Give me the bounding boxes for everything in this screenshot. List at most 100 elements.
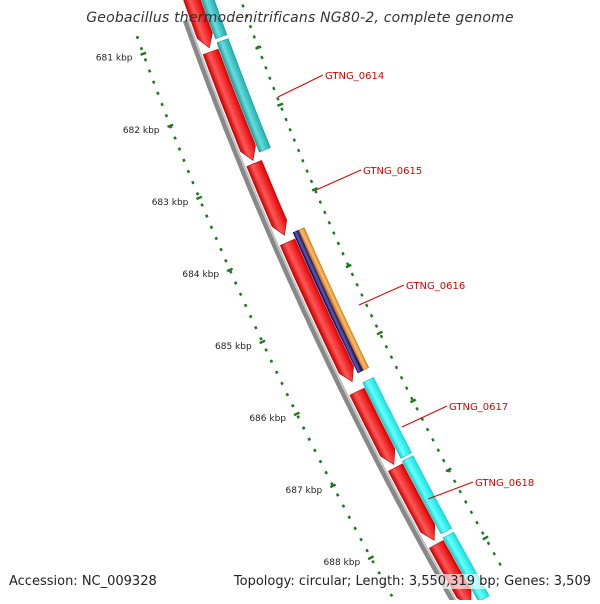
- ruler-label: 686 kbp: [249, 414, 286, 424]
- ruler-minor-tick: [365, 548, 369, 553]
- ruler-minor-tick: [318, 459, 323, 464]
- genome-backbone: [182, 19, 457, 604]
- genome-title: Geobacillus thermodenitrificans NG80-2, …: [86, 10, 514, 26]
- outer-tick: [268, 76, 272, 81]
- ruler-label: 682 kbp: [123, 126, 160, 136]
- ruler-major-tick: [226, 267, 234, 273]
- outer-tick: [284, 117, 288, 122]
- outer-major-tick: [276, 102, 284, 107]
- outer-tick: [436, 448, 441, 453]
- ruler-minor-tick: [285, 392, 290, 397]
- ruler-minor-tick: [341, 504, 346, 508]
- ruler-major-tick: [195, 195, 203, 201]
- outer-major-tick: [376, 330, 384, 336]
- ruler-minor-tick: [229, 270, 233, 274]
- gene-label[interactable]: GTNG_0618: [475, 478, 534, 489]
- ruler-minor-tick: [324, 470, 328, 475]
- ruler-minor-tick: [330, 481, 334, 486]
- ruler-minor-tick: [135, 35, 140, 40]
- outer-tick: [360, 293, 364, 297]
- gene-leader-line: [358, 284, 405, 306]
- ruler-label: 681 kbp: [96, 54, 133, 64]
- outer-tick: [245, 14, 249, 19]
- outer-tick: [341, 251, 345, 256]
- ruler-minor-tick: [243, 303, 248, 308]
- cds-arrow[interactable]: [279, 238, 354, 383]
- ruler-minor-tick: [205, 214, 209, 218]
- cds-arrow[interactable]: [202, 48, 256, 162]
- outer-tick: [288, 127, 292, 132]
- outer-tick: [355, 282, 359, 287]
- outer-major-tick: [445, 467, 452, 473]
- cds-arrow[interactable]: [387, 463, 436, 541]
- outer-tick: [272, 86, 276, 91]
- outer-tick: [252, 35, 256, 39]
- outer-tick: [264, 65, 268, 70]
- outer-tick: [314, 189, 318, 194]
- cds-arrow[interactable]: [181, 0, 213, 49]
- cyan-feature-bar[interactable]: [198, 0, 228, 40]
- ruler-minor-tick: [264, 348, 268, 352]
- outer-tick: [248, 24, 253, 29]
- cyan-feature-bar[interactable]: [362, 377, 412, 459]
- ruler-major-tick: [140, 51, 147, 56]
- ruler-minor-tick: [233, 281, 238, 285]
- ruler-major-tick: [293, 411, 300, 417]
- cyan-feature-bar[interactable]: [401, 455, 453, 535]
- outer-major-tick: [345, 263, 352, 269]
- accession-label: Accession: NC_009328: [9, 574, 157, 589]
- gene-leader-line: [277, 74, 324, 98]
- outer-tick: [486, 541, 491, 546]
- ruler-minor-tick: [164, 113, 169, 118]
- outer-tick: [280, 107, 284, 111]
- ruler-minor-tick: [274, 370, 279, 375]
- outer-tick: [498, 562, 502, 566]
- gene-leader-line: [427, 481, 474, 500]
- ruler-minor-tick: [186, 169, 191, 174]
- ruler-minor-tick: [371, 559, 375, 564]
- outer-tick: [384, 344, 389, 349]
- gene-leader-line: [401, 405, 448, 428]
- ruler-major-tick: [167, 123, 174, 129]
- orange-feature-bar[interactable]: [298, 227, 370, 371]
- gene-label[interactable]: GTNG_0615: [363, 166, 422, 177]
- gene-label[interactable]: GTNG_0617: [449, 402, 508, 413]
- outer-tick: [327, 220, 331, 225]
- cds-arrow[interactable]: [246, 160, 288, 236]
- outer-tick: [292, 138, 297, 142]
- outer-tick: [365, 303, 369, 308]
- ruler-minor-tick: [248, 314, 253, 319]
- gene-label[interactable]: GTNG_0614: [325, 71, 384, 82]
- outer-tick: [276, 96, 280, 101]
- outer-tick: [323, 210, 327, 215]
- ruler-minor-tick: [173, 136, 177, 140]
- ruler-minor-tick: [307, 437, 312, 442]
- ruler-minor-tick: [151, 80, 156, 84]
- ruler-minor-tick: [224, 258, 228, 263]
- cds-arrow[interactable]: [349, 387, 396, 466]
- outer-tick: [350, 272, 355, 277]
- ruler-minor-tick: [160, 102, 164, 107]
- outer-tick: [305, 169, 309, 173]
- ruler-minor-tick: [353, 526, 357, 531]
- ruler-minor-tick: [156, 91, 160, 96]
- genome-backbone-highlight: [187, 19, 459, 604]
- outer-tick: [469, 510, 474, 515]
- outer-tick: [346, 262, 350, 266]
- ruler-minor-tick: [177, 147, 182, 151]
- ruler-minor-tick: [147, 69, 152, 73]
- outer-tick: [404, 386, 409, 391]
- ruler-minor-tick: [389, 593, 394, 598]
- outer-tick: [394, 365, 399, 370]
- cyan-feature-bar[interactable]: [216, 38, 271, 153]
- gene-label[interactable]: GTNG_0616: [406, 281, 465, 292]
- gene-leader-line: [315, 169, 362, 191]
- outer-tick: [374, 324, 379, 328]
- outer-tick: [464, 500, 468, 504]
- outer-tick: [389, 355, 394, 360]
- outer-major-tick: [409, 398, 417, 404]
- ruler-minor-tick: [139, 46, 144, 51]
- outer-tick: [296, 148, 301, 153]
